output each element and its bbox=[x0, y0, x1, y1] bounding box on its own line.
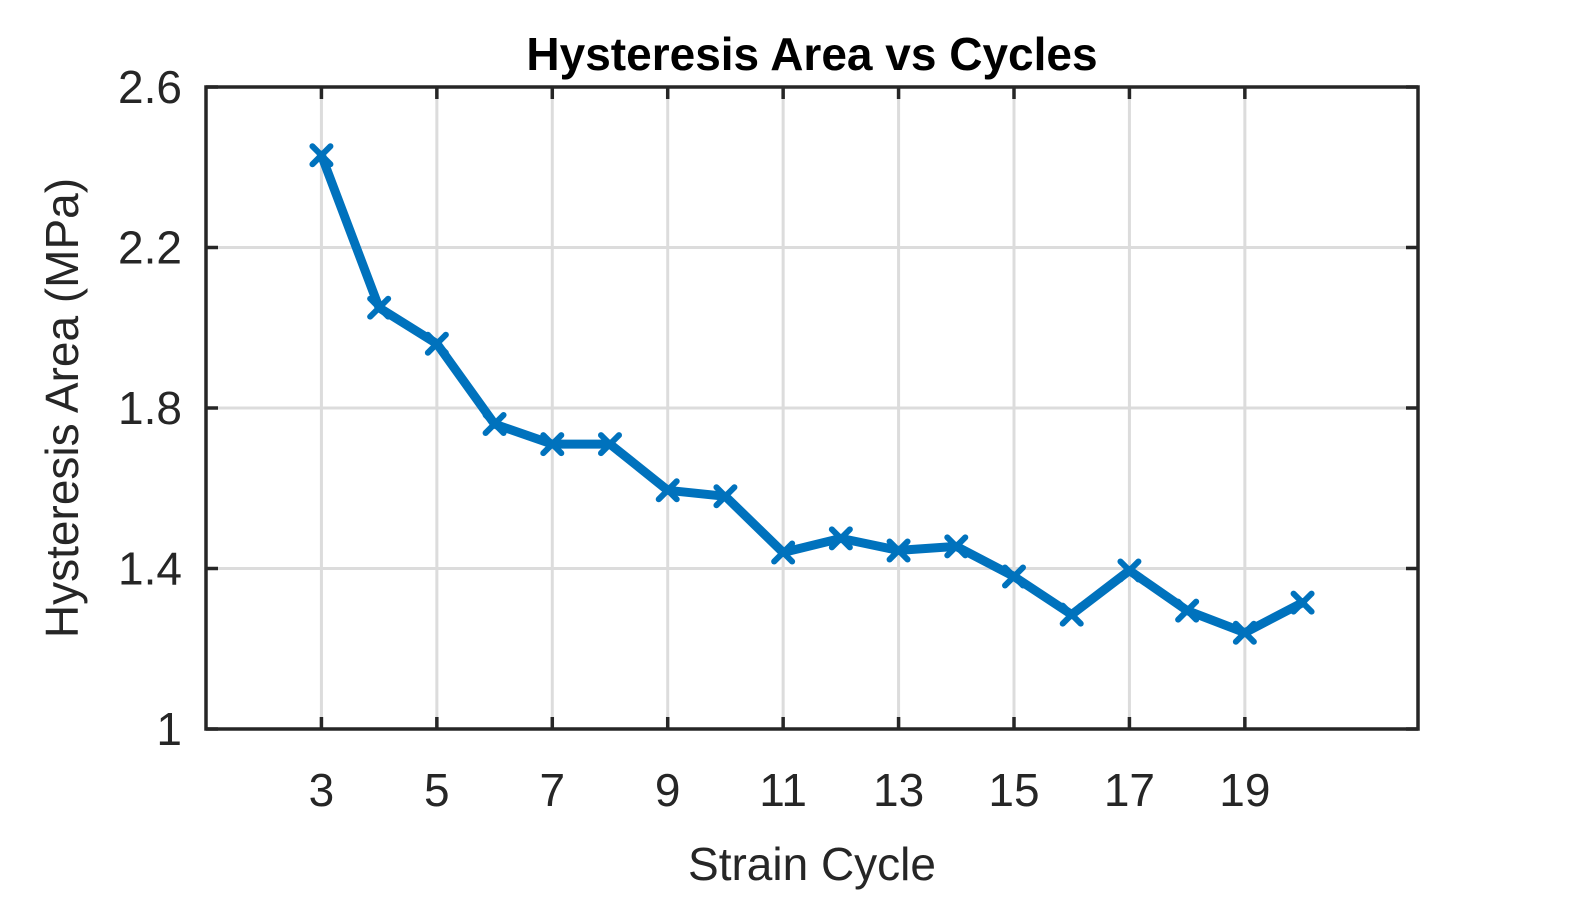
data-point bbox=[1117, 558, 1142, 583]
data-point bbox=[309, 143, 334, 168]
data-point bbox=[944, 534, 969, 559]
marker-stroke bbox=[540, 432, 565, 457]
marker-stroke bbox=[713, 484, 738, 509]
data-point bbox=[1290, 590, 1315, 615]
data-point bbox=[540, 432, 565, 457]
marker-stroke bbox=[309, 143, 334, 168]
data-point bbox=[424, 331, 449, 356]
y-axis-label: Hysteresis Area (MPa) bbox=[36, 178, 88, 638]
y-tick-label: 1 bbox=[156, 703, 182, 755]
data-point bbox=[367, 295, 392, 320]
x-tick-label: 11 bbox=[759, 764, 807, 816]
data-point bbox=[828, 526, 853, 551]
y-tick-label: 1.4 bbox=[118, 543, 182, 595]
x-tick-label: 17 bbox=[1104, 764, 1155, 816]
series-line bbox=[316, 150, 1308, 638]
y-tick-label: 2.6 bbox=[118, 61, 182, 113]
data-point bbox=[1175, 598, 1200, 623]
marker-stroke bbox=[598, 432, 622, 457]
data-point bbox=[713, 484, 738, 509]
data-series bbox=[309, 143, 1315, 645]
data-point bbox=[1232, 620, 1257, 645]
marker-stroke bbox=[771, 540, 796, 565]
marker-stroke bbox=[1232, 620, 1257, 645]
data-point bbox=[482, 412, 507, 437]
y-tick-label: 1.8 bbox=[118, 382, 182, 434]
marker-stroke bbox=[424, 331, 449, 356]
x-tick-label: 9 bbox=[655, 764, 681, 816]
chart-title: Hysteresis Area vs Cycles bbox=[526, 28, 1097, 80]
x-tick-label: 13 bbox=[873, 764, 924, 816]
axis-ticks bbox=[206, 85, 1418, 731]
data-point bbox=[1002, 564, 1026, 589]
x-tick-label: 19 bbox=[1219, 764, 1270, 816]
grid bbox=[206, 87, 1418, 729]
marker-stroke bbox=[944, 534, 969, 559]
marker-stroke bbox=[1117, 558, 1142, 583]
marker-stroke bbox=[367, 295, 392, 320]
x-axis-label: Strain Cycle bbox=[688, 838, 936, 890]
x-tick-label: 5 bbox=[424, 764, 450, 816]
tick-labels: 3 5 7 9 11 13 15 17 19 1 1.4 1.8 2.2 2.6 bbox=[118, 61, 1270, 816]
x-tick-label: 7 bbox=[539, 764, 565, 816]
x-tick-label: 15 bbox=[988, 764, 1039, 816]
y-tick-label: 2.2 bbox=[118, 222, 182, 274]
data-point bbox=[1059, 602, 1084, 627]
data-point bbox=[886, 538, 911, 563]
data-point bbox=[771, 540, 796, 565]
marker-stroke bbox=[886, 538, 911, 563]
marker-stroke bbox=[1002, 564, 1026, 589]
data-point bbox=[655, 478, 680, 503]
marker-stroke bbox=[1290, 590, 1315, 615]
marker-stroke bbox=[655, 478, 680, 503]
data-point bbox=[598, 432, 622, 457]
x-tick-label: 3 bbox=[309, 764, 335, 816]
marker-stroke bbox=[828, 526, 853, 551]
marker-stroke bbox=[1175, 598, 1200, 623]
marker-stroke bbox=[482, 412, 507, 437]
marker-stroke bbox=[1059, 602, 1084, 627]
